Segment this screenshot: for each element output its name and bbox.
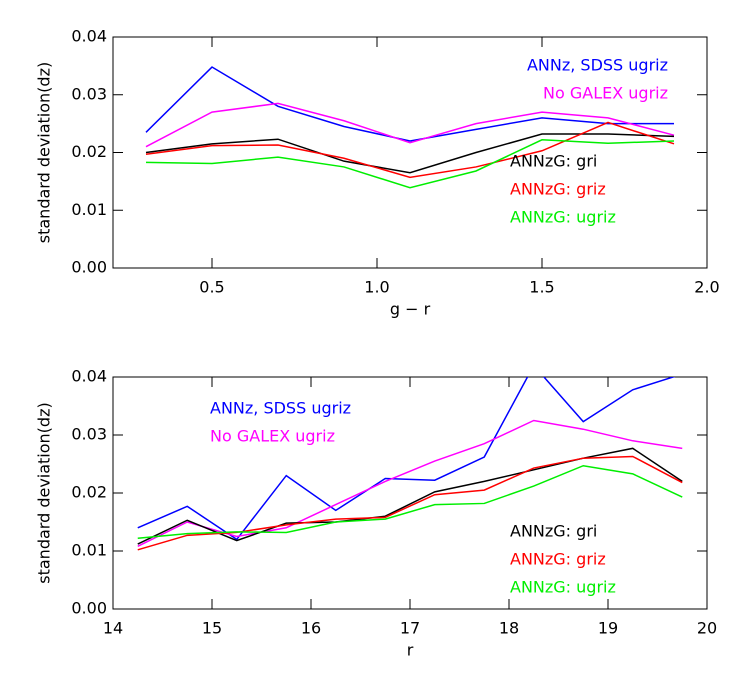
- legend-label: ANNzG: griz: [510, 550, 606, 569]
- line-series: [145, 133, 675, 174]
- y-tick-label: 0.02: [71, 142, 107, 161]
- line-series: [137, 455, 683, 551]
- x-axis-label: g − r: [390, 300, 431, 319]
- x-tick-label: 0.5: [199, 278, 224, 297]
- legend-label: No GALEX ugriz: [210, 427, 335, 446]
- plot-area: [137, 377, 683, 551]
- line-series: [145, 121, 675, 179]
- x-tick-label: 17: [400, 619, 420, 638]
- x-tick-label: 2.0: [694, 278, 719, 297]
- legend-label: ANNz, SDSS ugriz: [527, 56, 668, 75]
- x-tick-label: 1.0: [364, 278, 389, 297]
- legend-label: No GALEX ugriz: [543, 84, 668, 103]
- plot-frame: [112, 376, 708, 610]
- x-tick-label: 15: [202, 619, 222, 638]
- legend-label: ANNzG: griz: [510, 180, 606, 199]
- y-tick-label: 0.02: [71, 483, 107, 502]
- line-series: [137, 447, 683, 545]
- y-tick-label: 0.01: [71, 200, 107, 219]
- y-tick-label: 0.01: [71, 541, 107, 560]
- legend-label: ANNz, SDSS ugriz: [210, 399, 351, 418]
- legend-label: ANNzG: gri: [510, 152, 597, 171]
- x-tick-label: 19: [598, 619, 618, 638]
- y-tick-label: 0.03: [71, 425, 107, 444]
- plot-area: [145, 66, 675, 189]
- legend-label: ANNzG: ugriz: [510, 208, 616, 227]
- x-tick-label: 20: [697, 619, 717, 638]
- x-tick-label: 16: [301, 619, 321, 638]
- y-tick-label: 0.00: [71, 599, 107, 618]
- x-axis-label: r: [407, 641, 414, 660]
- x-tick-label: 14: [103, 619, 123, 638]
- legend-label: ANNzG: gri: [510, 522, 597, 541]
- line-series: [145, 102, 675, 148]
- x-tick-label: 1.5: [529, 278, 554, 297]
- x-tick-label: 18: [499, 619, 519, 638]
- y-axis-label: standard deviation(dz): [35, 402, 54, 583]
- y-axis-label: standard deviation(dz): [35, 62, 54, 243]
- y-tick-label: 0.03: [71, 84, 107, 103]
- line-series: [137, 419, 683, 548]
- y-tick-label: 0.04: [71, 367, 107, 386]
- line-series: [137, 464, 683, 539]
- y-tick-label: 0.04: [71, 27, 107, 46]
- line-series: [145, 139, 675, 189]
- y-tick-label: 0.00: [71, 258, 107, 277]
- line-series: [145, 66, 674, 142]
- legend-label: ANNzG: ugriz: [510, 578, 616, 597]
- line-series: [137, 377, 676, 541]
